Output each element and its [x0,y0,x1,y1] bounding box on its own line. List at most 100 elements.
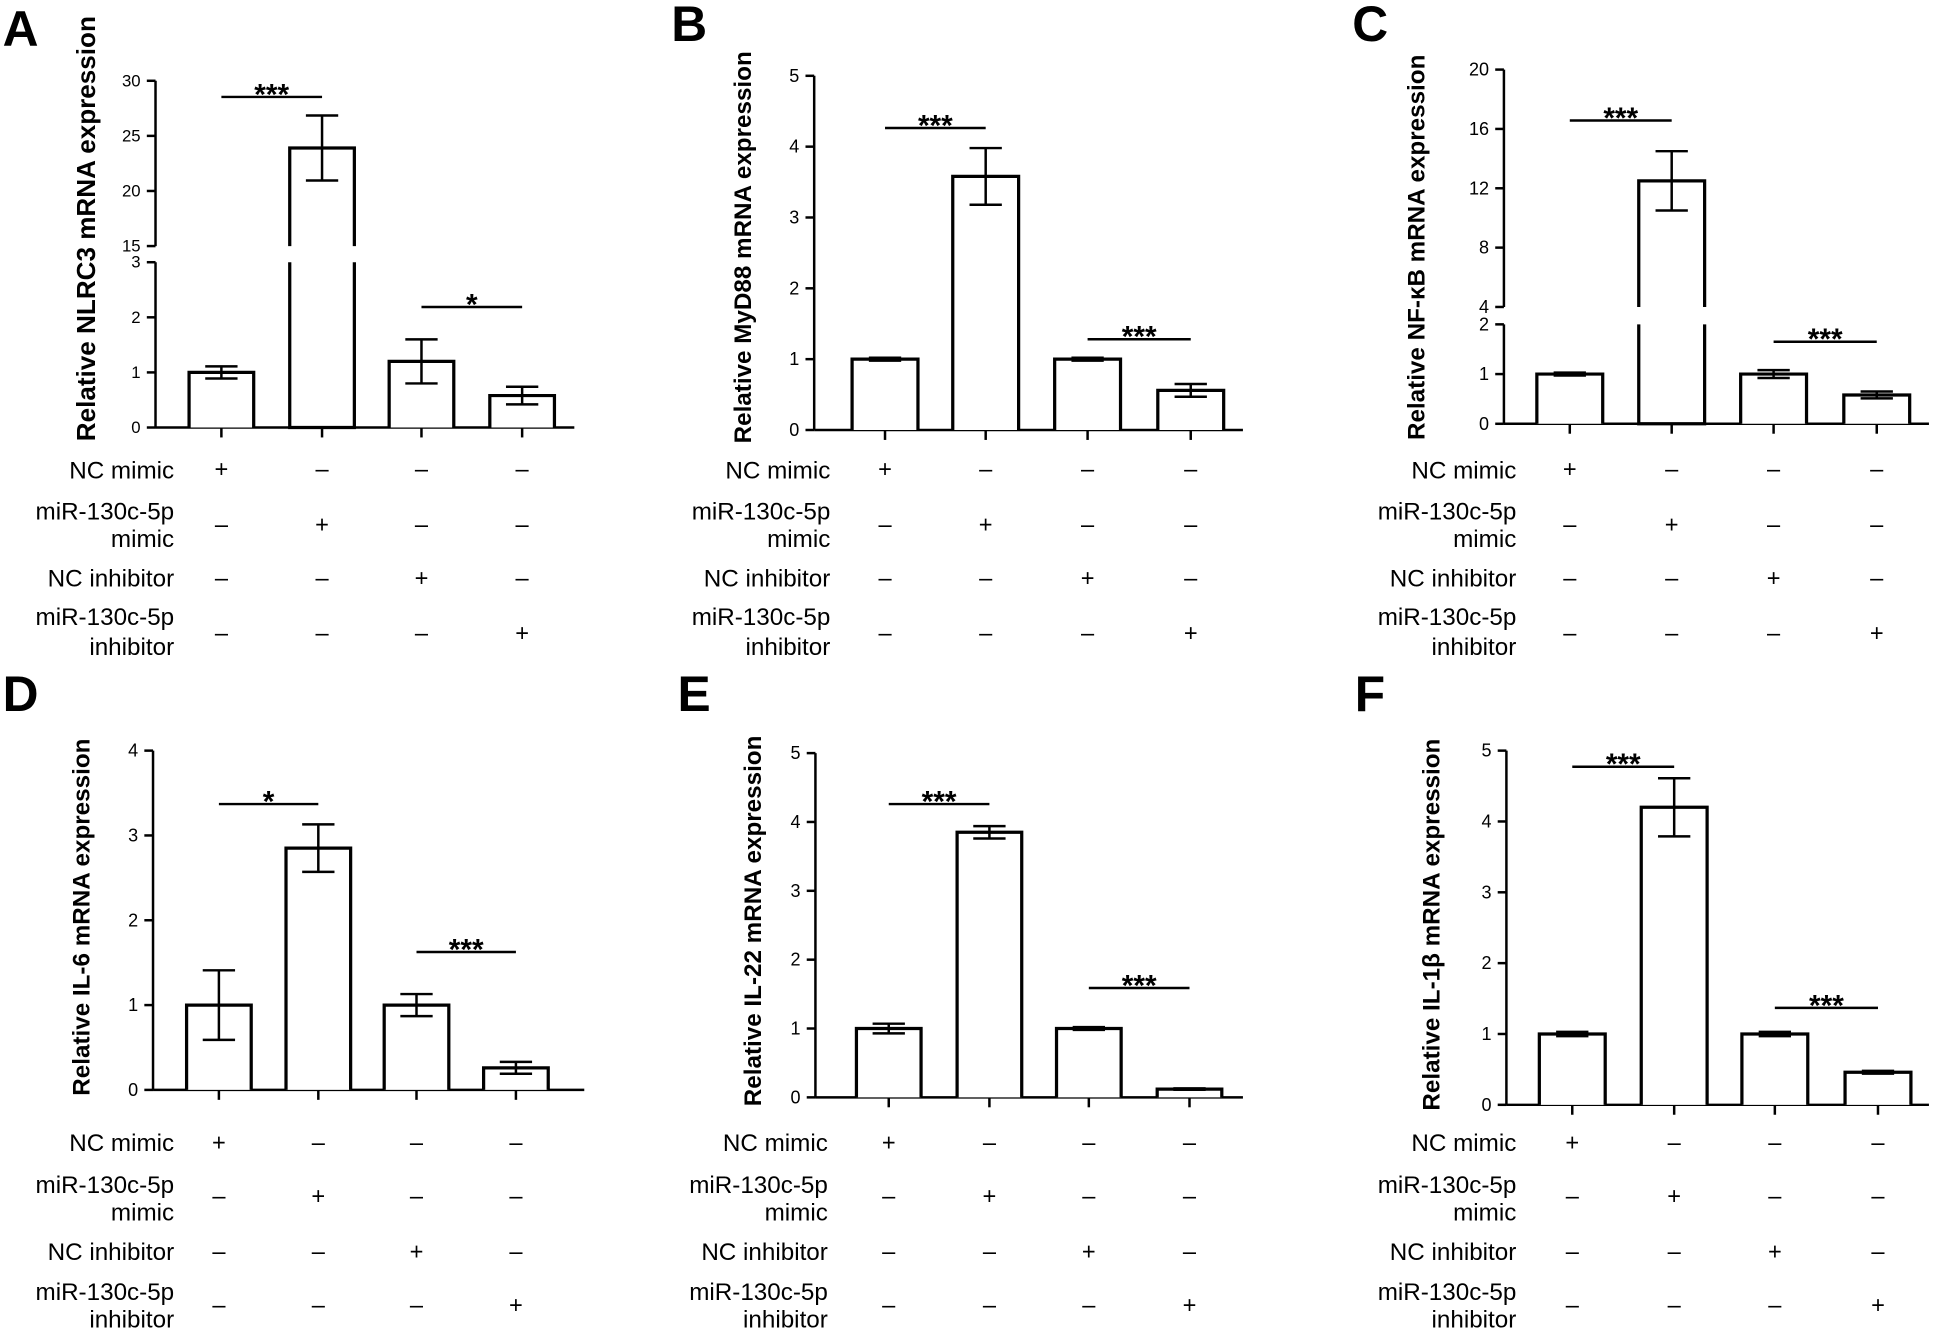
y-axis-label: Relative NF-κB mRNA expression [1403,55,1430,440]
treatment-label: NC inhibitor [48,566,175,593]
treatment-sign: – [1563,621,1577,647]
treatment-label: miR-130c-5p [689,1172,828,1199]
treatment-sign: – [1668,1293,1682,1319]
y-tick-label: 16 [1469,119,1489,139]
treatment-sign: – [1768,1130,1782,1156]
treatment-sign: – [983,1293,997,1319]
treatment-sign: + [1768,1240,1782,1266]
y-tick-label: 4 [1479,297,1489,317]
panel-a: A Relative NLRC3 mRNA expression 0 1 2 315 20 2… [3,1,575,661]
treatment-sign: + [878,457,892,483]
panel-letter: C [1352,0,1388,52]
y-axis-label: Relative IL-22 mRNA expression [740,736,767,1107]
treatment-sign: + [1665,513,1679,539]
treatment-label: NC mimic [725,458,830,485]
bar [284,846,353,1090]
treatment-label: NC mimic [1411,458,1516,485]
error-bar [1655,149,1688,212]
treatment-sign: – [1563,513,1577,539]
error-bar [868,356,902,362]
treatment-sign: – [1665,621,1679,647]
panel-letter: B [671,0,707,52]
significance-label: *** [1809,989,1844,1022]
y-tick-label: 15 [122,237,141,256]
y-tick-label: 5 [790,743,800,763]
y-tick-label: 30 [122,71,141,90]
treatment-sign: + [415,566,429,592]
treatment-sign: – [215,513,229,539]
bar [1054,1026,1123,1098]
panel-letter: D [3,666,39,722]
significance-label: *** [922,786,957,819]
error-bar [505,385,539,406]
error-bar [202,969,236,1042]
treatment-sign: – [1184,457,1198,483]
error-bar [1757,368,1790,380]
error-bar [205,365,238,380]
error-bar [1658,777,1691,838]
y-tick-label: 3 [789,207,799,227]
y-tick-label: 3 [1481,882,1491,902]
error-bar [1556,1030,1589,1038]
treatment-sign: – [1665,457,1679,483]
y-axis-label: Relative MyD88 mRNA expression [730,51,757,443]
error-bar [302,823,335,874]
bar [850,357,920,430]
y-axis-label: Relative IL-6 mRNA expression [69,739,96,1096]
treatment-sign: + [1184,621,1198,647]
treatment-label: miR-130c-5p [692,499,831,526]
treatment-label: mimic [111,526,174,553]
treatment-label: mimic [1453,1199,1516,1226]
y-tick-label: 2 [1479,314,1489,334]
treatment-sign: – [415,457,429,483]
panel-letter: F [1355,666,1385,722]
treatment-label: NC mimic [1411,1130,1516,1157]
treatment-sign: – [1081,513,1095,539]
treatment-sign: + [515,621,529,647]
error-bar [1174,382,1207,398]
treatment-sign: – [1768,1184,1782,1210]
bar [951,174,1021,430]
treatment-sign: – [315,566,329,592]
treatment-sign: + [311,1184,325,1210]
treatment-sign: – [312,1293,326,1319]
bar [382,1003,451,1090]
y-tick-label: 0 [789,420,799,440]
treatment-sign: + [212,1130,226,1156]
y-tick-label: 5 [789,66,799,86]
treatment-sign: – [1081,457,1095,483]
treatment-sign: + [1082,1240,1096,1266]
bar [955,830,1024,1098]
treatment-label: miR-130c-5p [1378,1279,1517,1306]
treatment-sign: + [1183,1293,1197,1319]
panel-e: E Relative IL-22 mRNA expression 0 1 2 3 4 5 ***… [677,666,1243,1331]
y-tick-label: 3 [131,253,140,272]
bar [1639,805,1709,1105]
y-tick-label: 3 [128,825,138,845]
treatment-sign: + [1565,1130,1579,1156]
figure-panels: A Relative NLRC3 mRNA expression 012315202… [3,0,1929,1331]
y-tick-label: 2 [131,308,140,327]
treatment-label: NC inhibitor [48,1239,175,1266]
treatment-sign: + [882,1130,896,1156]
error-bar [1173,1087,1206,1092]
bar [1537,1032,1607,1105]
significance-label: *** [918,109,953,142]
treatment-sign: – [1183,1184,1197,1210]
y-tick-label: 1 [131,363,140,382]
treatment-label: inhibitor [89,634,174,661]
treatment-sign: – [516,457,530,483]
bar [1740,1032,1810,1105]
treatment-label: miR-130c-5p [689,1279,828,1306]
bar [1843,1070,1913,1105]
treatment-sign: – [1871,1130,1885,1156]
y-tick-label: 3 [790,881,800,901]
y-tick-label: 4 [789,137,799,157]
treatment-sign: – [1871,1240,1885,1266]
treatment-sign: – [1183,1240,1197,1266]
significance-label: *** [449,933,484,966]
error-bar [872,1022,905,1035]
treatment-label: miR-130c-5p [36,1172,175,1199]
